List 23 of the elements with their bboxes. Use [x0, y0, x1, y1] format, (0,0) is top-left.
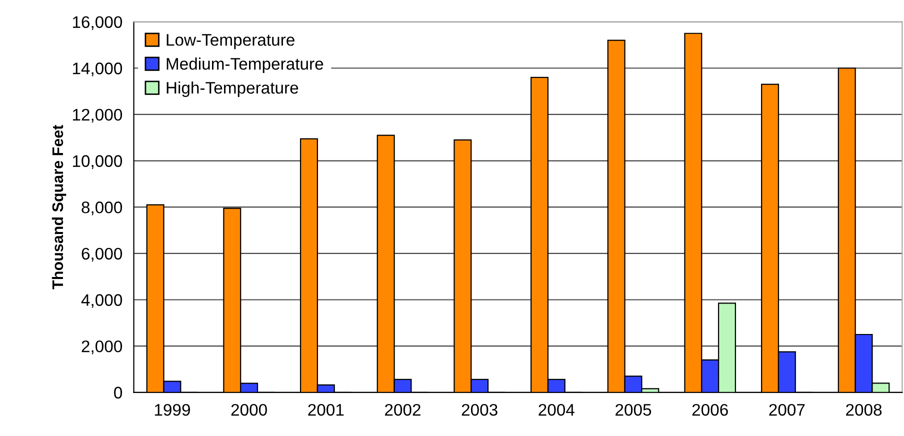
y-tick-label: 6,000	[82, 248, 122, 262]
y-tick-label: 10,000	[72, 155, 122, 169]
y-tick-label: 4,000	[81, 294, 122, 308]
x-tick-label: 2006	[692, 404, 728, 416]
legend-label: Low-Temperature	[166, 34, 294, 50]
y-tick-label: 14,000	[72, 62, 122, 76]
x-tick-label: 2004	[538, 404, 574, 416]
y-tick-label: 2,000	[82, 340, 122, 354]
x-tick-label: 2003	[462, 404, 498, 416]
y-tick-label: 8,000	[82, 202, 122, 216]
y-tick-label: 0	[114, 386, 122, 399]
y-axis-title: Thousand Square Feet	[52, 124, 66, 290]
legend-label: Medium-Temperature	[166, 58, 324, 74]
x-tick-label: 2000	[231, 404, 267, 416]
x-tick-label: 2002	[385, 404, 420, 416]
y-tick-label: 12,000	[72, 108, 122, 123]
x-tick-label: 2007	[769, 404, 805, 416]
y-tick-label: 16,000	[72, 16, 122, 30]
x-tick-label: 2008	[846, 404, 882, 416]
x-tick-label: 1999	[154, 404, 190, 416]
x-tick-label: 2005	[616, 404, 652, 416]
legend-label: High-Temperature	[166, 81, 298, 98]
x-tick-label: 2001	[308, 404, 344, 416]
